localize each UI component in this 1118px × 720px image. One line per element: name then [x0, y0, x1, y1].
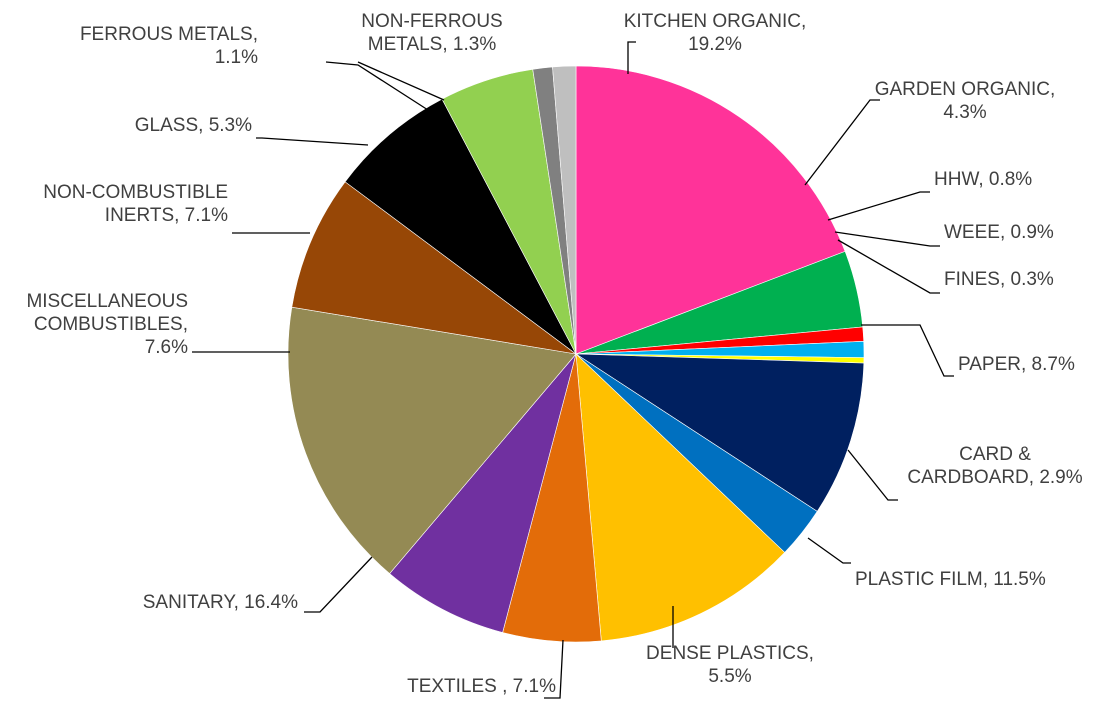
slice-label-line: PLASTIC FILM, 11.5%: [855, 569, 1046, 590]
slice-label-line: 7.6%: [145, 337, 188, 358]
slice-label-line: INERTS, 7.1%: [105, 205, 228, 226]
leader-line-textiles: [544, 639, 564, 699]
leader-line-card-cardboard: [847, 449, 898, 501]
slice-label-line: FINES, 0.3%: [944, 269, 1054, 290]
pie-slices: [287, 65, 865, 643]
slice-label-miscellaneous-combustibles: MISCELLANEOUS COMBUSTIBLES, 7.6%: [26, 291, 188, 358]
slice-label-garden-organic: GARDEN ORGANIC, 4.3%: [875, 79, 1056, 123]
pie-slice-plastic-film: [575, 353, 786, 642]
leader-line-hhw: [827, 191, 930, 221]
leader-line-glass: [256, 137, 369, 146]
slice-label-paper: PAPER, 8.7%: [958, 354, 1075, 375]
slice-label-plastic-film: PLASTIC FILM, 11.5%: [855, 569, 1046, 590]
slice-label-line: NON-FERROUS: [361, 11, 502, 32]
slice-label-line: 5.5%: [708, 666, 751, 687]
slice-label-glass: GLASS, 5.3%: [135, 115, 252, 136]
slice-label-line: GLASS, 5.3%: [135, 115, 252, 136]
slice-label-textiles: TEXTILES , 7.1%: [407, 676, 556, 697]
leader-line-fines: [837, 239, 940, 294]
leader-line-paper: [861, 324, 954, 377]
slice-label-line: SANITARY, 16.4%: [143, 592, 298, 613]
slice-label-line: CARD &: [959, 444, 1031, 465]
slice-label-card-cardboard: CARD & CARDBOARD, 2.9%: [907, 444, 1082, 488]
slice-label-line: NON-COMBUSTIBLE: [43, 182, 228, 203]
slice-label-line: COMBUSTIBLES,: [34, 314, 188, 335]
leader-line-weee: [834, 231, 940, 247]
pie-slice-non-combustible-inerts: [344, 98, 577, 355]
slice-label-non-combustible-inerts: NON-COMBUSTIBLE INERTS, 7.1%: [43, 182, 228, 226]
leader-line-sanitary: [304, 556, 373, 613]
pie-slice-paper: [574, 353, 865, 512]
slice-label-line: GARDEN ORGANIC,: [875, 79, 1056, 100]
slice-label-non-ferrous-metals: NON-FERROUS METALS, 1.3%: [361, 11, 502, 55]
leader-line-garden-organic: [804, 99, 880, 186]
slice-label-fines: FINES, 0.3%: [944, 269, 1054, 290]
slice-label-ferrous-metals: FERROUS METALS, 1.1%: [80, 24, 258, 68]
pie-slice-sanitary: [287, 306, 577, 575]
slice-label-line: WEEE, 0.9%: [944, 222, 1054, 243]
slice-label-line: METALS, 1.3%: [368, 34, 497, 55]
pie-slice-kitchen-organic: [575, 65, 846, 355]
slice-label-line: MISCELLANEOUS: [26, 291, 188, 312]
leader-line-ferrous-metals: [325, 61, 429, 111]
slice-label-weee: WEEE, 0.9%: [944, 222, 1054, 243]
slice-label-line: PAPER, 8.7%: [958, 354, 1075, 375]
slice-label-line: 19.2%: [688, 34, 742, 55]
pie-slice-textiles: [389, 353, 577, 633]
slice-label-hhw: HHW, 0.8%: [934, 169, 1032, 190]
slice-label-line: DENSE PLASTICS,: [646, 643, 814, 664]
slice-label-dense-plastics: DENSE PLASTICS, 5.5%: [646, 643, 814, 687]
slice-label-kitchen-organic: KITCHEN ORGANIC, 19.2%: [624, 11, 807, 55]
slice-label-line: FERROUS METALS,: [80, 24, 258, 45]
slice-label-line: 1.1%: [215, 47, 258, 68]
slice-label-sanitary: SANITARY, 16.4%: [143, 592, 298, 613]
leader-line-non-ferrous-metals: [357, 61, 445, 101]
leader-line-kitchen-organic: [627, 41, 636, 74]
pie-slice-miscellaneous-combustibles: [291, 181, 577, 355]
slice-labels: KITCHEN ORGANIC, 19.2% GARDEN ORGANIC, 4.3%…: [26, 11, 1082, 697]
leader-lines: [192, 41, 954, 699]
slice-label-line: 4.3%: [943, 102, 986, 123]
slice-label-line: TEXTILES , 7.1%: [407, 676, 556, 697]
slice-label-line: HHW, 0.8%: [934, 169, 1032, 190]
pie-slice-non-ferrous-metals: [552, 65, 577, 355]
slice-label-line: KITCHEN ORGANIC,: [624, 11, 807, 32]
slice-label-line: CARDBOARD, 2.9%: [907, 467, 1082, 488]
leader-line-plastic-film: [807, 537, 851, 564]
